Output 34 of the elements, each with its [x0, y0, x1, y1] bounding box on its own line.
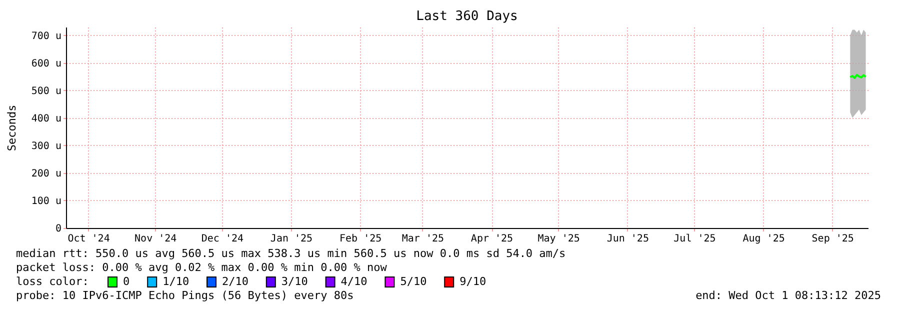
- legend-label: 4/10: [340, 275, 368, 288]
- y-tick-label: 0: [55, 224, 62, 234]
- legend-label: 3/10: [281, 275, 308, 288]
- x-tick-label: Jan '25: [270, 234, 313, 244]
- y-tick-label: 200 u: [31, 168, 62, 180]
- x-tick-label: Feb '25: [339, 234, 382, 244]
- legend-label: 2/10: [222, 275, 248, 288]
- x-tick-label: Nov '24: [134, 234, 177, 244]
- y-axis-title: Seconds: [5, 104, 18, 152]
- x-tick-label: Dec '24: [201, 234, 244, 244]
- x-tick-label: May '25: [538, 234, 580, 244]
- x-tick-label: Jun '25: [606, 234, 649, 244]
- text: end: Wed Oct 1 08:13:12 2025: [696, 289, 881, 302]
- legend-label: 5/10: [400, 275, 427, 288]
- x-tick-label: Apr '25: [470, 234, 514, 244]
- legend-label: 0: [123, 275, 130, 288]
- y-tick-label: 500 u: [31, 86, 62, 97]
- x-tick-label: Aug '25: [742, 234, 785, 244]
- y-tick-label: 300 u: [31, 140, 62, 152]
- y-tick-label: 400 u: [31, 113, 62, 124]
- x-tick-label: Oct '24: [68, 234, 110, 244]
- text: packet loss: 0.00 % avg 0.02 % max 0.00 % min 0.00 % now: [16, 261, 388, 274]
- legend-label: 9/10: [460, 275, 486, 288]
- legend-title: loss color:: [16, 275, 89, 288]
- text: probe: 10 IPv6-ICMP Echo Pings (56 Bytes) every 80s: [16, 289, 354, 302]
- y-tick-label: 700 u: [31, 30, 62, 42]
- y-tick-label: 600 u: [31, 58, 62, 70]
- chart-title: Last 360 Days: [416, 9, 518, 24]
- x-tick-label: Jul '25: [674, 234, 716, 244]
- x-tick-label: Sep '25: [812, 234, 854, 244]
- text: median rtt: 550.0 us avg 560.5 us max 538.3 us min 560.5 us now 0.0 ms sd 54.0 am/s: [16, 247, 566, 260]
- x-tick-label: Mar '25: [402, 234, 444, 244]
- legend-label: 1/10: [162, 275, 190, 288]
- y-tick-label: 100 u: [31, 196, 62, 207]
